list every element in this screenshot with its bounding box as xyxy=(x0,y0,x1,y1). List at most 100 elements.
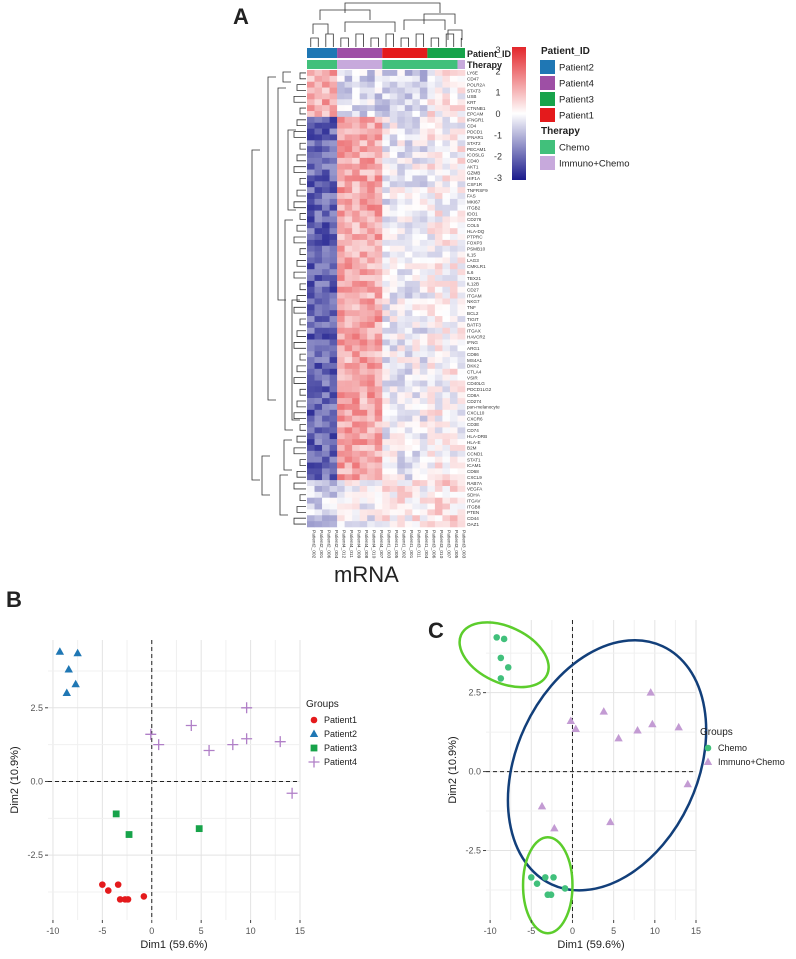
heatmap-cell xyxy=(457,403,466,411)
heatmap-cell xyxy=(322,245,330,252)
heatmap-cell xyxy=(457,175,466,182)
heatmap-cell xyxy=(404,140,413,147)
heatmap-cell xyxy=(412,157,421,165)
heatmap-cell xyxy=(374,380,383,387)
heatmap-cell xyxy=(329,415,338,422)
heatmap-cell xyxy=(344,175,353,182)
heatmap-cell xyxy=(382,380,391,387)
heatmap-cell xyxy=(449,515,458,522)
heatmap-cell xyxy=(322,298,330,305)
heatmap-cell xyxy=(367,193,376,200)
heatmap-row-label: RAB7A xyxy=(467,481,483,486)
heatmap-cell xyxy=(374,462,383,469)
heatmap-cell xyxy=(367,275,376,282)
heatmap-cell xyxy=(314,263,323,270)
heatmap-cell xyxy=(427,234,436,241)
heatmap-cell xyxy=(329,433,338,440)
heatmap-cell xyxy=(367,93,376,100)
heatmap-cell xyxy=(412,439,421,446)
heatmap-cell xyxy=(329,450,338,457)
heatmap-cell xyxy=(382,251,391,258)
heatmap-row-label: POLR2A xyxy=(467,82,486,87)
heatmap-cell xyxy=(322,497,330,504)
heatmap-cell xyxy=(412,116,421,124)
heatmap-cell xyxy=(419,204,428,211)
heatmap-cell xyxy=(412,134,421,141)
heatmap-cell xyxy=(307,198,315,206)
heatmap-cell xyxy=(314,181,323,188)
heatmap-cell xyxy=(442,263,451,270)
heatmap-cell xyxy=(427,491,436,499)
heatmap-cell xyxy=(367,111,376,118)
heatmap-cell xyxy=(412,146,421,153)
heatmap-cell xyxy=(419,181,428,188)
dendrogram-branch xyxy=(299,424,306,431)
heatmap-cell xyxy=(449,152,458,159)
heatmap-cell xyxy=(427,175,436,182)
heatmap-cell xyxy=(337,263,345,270)
heatmap-cell xyxy=(397,345,406,352)
heatmap-cell xyxy=(337,439,345,446)
dendrogram-branch xyxy=(312,23,329,34)
heatmap-cell xyxy=(352,169,360,176)
heatmap-cell xyxy=(427,239,436,247)
heatmap-cell xyxy=(344,439,353,446)
heatmap-cell xyxy=(404,222,413,229)
heatmap-cell xyxy=(404,450,413,457)
heatmap-cell xyxy=(367,152,376,159)
heatmap-cell xyxy=(314,503,323,510)
heatmap-cell xyxy=(382,187,391,194)
dendrogram-branch xyxy=(344,21,396,32)
heatmap-cell xyxy=(389,485,398,493)
heatmap-cell xyxy=(337,345,345,352)
heatmap-cell xyxy=(359,286,368,293)
heatmap-cell xyxy=(449,75,458,83)
heatmap-cell xyxy=(322,257,330,264)
heatmap-cell xyxy=(314,198,323,206)
heatmap-cell xyxy=(307,105,315,112)
heatmap-cell xyxy=(427,333,436,340)
heatmap-row-label: OAZ1 xyxy=(467,522,479,527)
heatmap-cell xyxy=(434,269,443,276)
heatmap-cell xyxy=(352,204,360,211)
heatmap-cell xyxy=(329,275,338,282)
heatmap-cell xyxy=(344,380,353,387)
heatmap-cell xyxy=(404,392,413,399)
heatmap-cell xyxy=(344,228,353,235)
heatmap-cell xyxy=(337,175,345,182)
heatmap-cell xyxy=(404,362,413,370)
heatmap-cell xyxy=(329,403,338,411)
heatmap-cell xyxy=(352,239,360,247)
heatmap-cell xyxy=(307,181,315,188)
heatmap-cell xyxy=(389,193,398,200)
heatmap-cell xyxy=(457,93,466,100)
heatmap-cell xyxy=(389,398,398,405)
heatmap-cell xyxy=(307,70,315,77)
heatmap-cell xyxy=(344,269,353,276)
heatmap-cell xyxy=(329,257,338,264)
heatmap-cell xyxy=(442,105,451,112)
heatmap-cell xyxy=(382,345,391,352)
heatmap-cell xyxy=(314,152,323,159)
heatmap-cell xyxy=(404,403,413,411)
heatmap-row-label: HLA-DQ xyxy=(467,229,485,234)
heatmap-cell xyxy=(359,433,368,440)
heatmap-cell xyxy=(329,198,338,206)
heatmap-row-label: SDHA xyxy=(467,493,481,498)
heatmap-cell xyxy=(367,70,376,77)
heatmap-cell xyxy=(434,134,443,141)
heatmap-cell xyxy=(322,310,330,317)
heatmap-cell xyxy=(314,222,323,229)
heatmap-cell xyxy=(307,140,315,147)
heatmap-cell xyxy=(382,298,391,305)
heatmap-cell xyxy=(397,99,406,106)
series-patient3 xyxy=(112,810,203,838)
gridlines xyxy=(486,620,697,920)
heatmap-cell xyxy=(374,116,383,124)
heatmap-cell xyxy=(329,175,338,182)
heatmap-cell xyxy=(397,134,406,141)
heatmap-cell xyxy=(404,93,413,100)
heatmap-cell xyxy=(367,509,376,516)
heatmap-row-label: PSMB10 xyxy=(467,246,486,251)
heatmap-cell xyxy=(427,169,436,176)
